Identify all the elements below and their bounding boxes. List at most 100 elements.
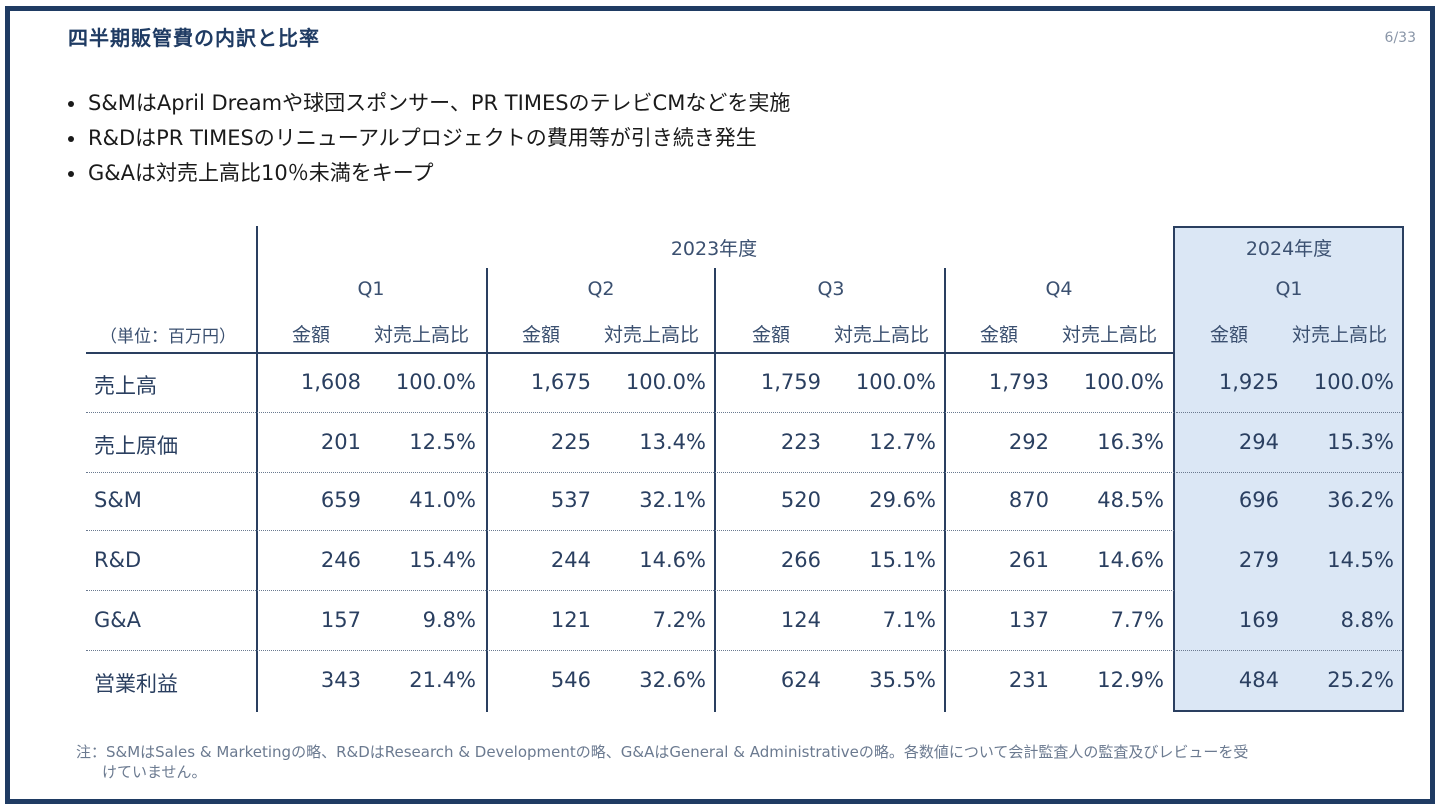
ratio-value: 7.1% <box>882 608 936 632</box>
page-title: 四半期販管費の内訳と比率 <box>68 26 320 50</box>
ratio-value: 14.6% <box>1097 548 1164 572</box>
bullet-item: S&MはApril Dreamや球団スポンサー、PR TIMESのテレビCMなど… <box>66 86 790 121</box>
table-row-divider <box>86 530 1174 531</box>
row-label: 営業利益 <box>94 672 178 696</box>
amount-value: 266 <box>780 548 821 572</box>
amount-value: 157 <box>320 608 361 632</box>
amount-header: 金額 <box>752 324 791 346</box>
table-column-divider <box>486 268 488 712</box>
amount-value: 294 <box>1238 430 1279 454</box>
ratio-header: 対売上高比 <box>374 324 470 346</box>
amount-value: 121 <box>550 608 591 632</box>
quarter-header: Q1 <box>357 278 385 300</box>
ratio-value: 8.8% <box>1340 608 1394 632</box>
quarter-header: Q2 <box>587 278 615 300</box>
ratio-value: 32.6% <box>639 668 706 692</box>
footnote: 注：S&MはSales & Marketingの略、R&DはResearch &… <box>76 742 1336 782</box>
amount-value: 484 <box>1238 668 1279 692</box>
amount-value: 225 <box>550 430 591 454</box>
ratio-header: 対売上高比 <box>834 324 930 346</box>
ratio-value: 25.2% <box>1327 668 1394 692</box>
ratio-value: 12.5% <box>409 430 476 454</box>
ratio-value: 36.2% <box>1327 488 1394 512</box>
ratio-value: 15.1% <box>869 548 936 572</box>
amount-value: 279 <box>1238 548 1279 572</box>
amount-header: 金額 <box>980 324 1019 346</box>
ratio-value: 9.8% <box>422 608 476 632</box>
bullet-list: S&MはApril Dreamや球団スポンサー、PR TIMESのテレビCMなど… <box>66 86 790 191</box>
row-label: R&D <box>94 548 142 572</box>
table-column-divider <box>256 226 258 712</box>
row-label: S&M <box>94 488 142 512</box>
amount-value: 261 <box>1008 548 1049 572</box>
row-label: G&A <box>94 608 142 632</box>
amount-value: 520 <box>780 488 821 512</box>
amount-value: 231 <box>1008 668 1049 692</box>
slide-frame <box>5 6 1435 804</box>
amount-value: 246 <box>320 548 361 572</box>
footnote-line: 注：S&MはSales & Marketingの略、R&DはResearch &… <box>76 743 1249 761</box>
ratio-header: 対売上高比 <box>1292 324 1388 346</box>
ratio-value: 100.0% <box>1313 370 1394 394</box>
amount-value: 292 <box>1008 430 1049 454</box>
bullet-item: G&Aは対売上高比10％未満をキープ <box>66 156 790 191</box>
ratio-value: 15.3% <box>1327 430 1394 454</box>
amount-value: 546 <box>550 668 591 692</box>
quarter-header: Q4 <box>1045 278 1073 300</box>
table-row-divider <box>86 472 1174 473</box>
amount-value: 624 <box>780 668 821 692</box>
ratio-value: 13.4% <box>639 430 706 454</box>
ratio-value: 100.0% <box>395 370 476 394</box>
amount-value: 1,608 <box>300 370 361 394</box>
amount-header: 金額 <box>292 324 331 346</box>
amount-value: 223 <box>780 430 821 454</box>
amount-value: 1,793 <box>988 370 1049 394</box>
page-number: 6/33 <box>1384 30 1416 46</box>
table-row-divider <box>1176 472 1402 473</box>
amount-value: 244 <box>550 548 591 572</box>
quarter-header: Q1 <box>1275 278 1303 300</box>
amount-value: 659 <box>320 488 361 512</box>
amount-value: 1,925 <box>1218 370 1279 394</box>
quarter-header: Q3 <box>817 278 845 300</box>
amount-value: 696 <box>1238 488 1279 512</box>
amount-value: 1,675 <box>530 370 591 394</box>
bullet-item: R&DはPR TIMESのリニューアルプロジェクトの費用等が引き続き発生 <box>66 121 790 156</box>
ratio-value: 12.7% <box>869 430 936 454</box>
table-row-divider <box>86 412 1174 413</box>
unit-label: （単位：百万円） <box>100 327 236 347</box>
amount-value: 137 <box>1008 608 1049 632</box>
amount-header: 金額 <box>522 324 561 346</box>
footnote-line: けていません。 <box>102 763 207 781</box>
ratio-value: 16.3% <box>1097 430 1164 454</box>
table-row-divider <box>86 650 1174 651</box>
table-row-divider <box>1176 412 1402 413</box>
year-header-2024: 2024年度 <box>1245 238 1333 260</box>
ratio-value: 32.1% <box>639 488 706 512</box>
year-header-2023: 2023年度 <box>670 238 758 260</box>
ratio-value: 14.5% <box>1327 548 1394 572</box>
amount-value: 201 <box>320 430 361 454</box>
ratio-value: 41.0% <box>409 488 476 512</box>
ratio-header: 対売上高比 <box>1062 324 1158 346</box>
row-label: 売上原価 <box>94 434 178 458</box>
ratio-value: 21.4% <box>409 668 476 692</box>
ratio-value: 7.2% <box>652 608 706 632</box>
amount-value: 870 <box>1008 488 1049 512</box>
table-column-divider <box>714 268 716 712</box>
table-header-divider <box>86 352 1174 354</box>
table-row-divider <box>86 590 1174 591</box>
ratio-value: 7.7% <box>1110 608 1164 632</box>
amount-value: 169 <box>1238 608 1279 632</box>
amount-header: 金額 <box>1210 324 1249 346</box>
fy2024-highlight <box>1173 226 1404 712</box>
table-row-divider <box>1176 650 1402 651</box>
ratio-value: 48.5% <box>1097 488 1164 512</box>
amount-value: 343 <box>320 668 361 692</box>
amount-value: 1,759 <box>760 370 821 394</box>
ratio-value: 14.6% <box>639 548 706 572</box>
ratio-value: 15.4% <box>409 548 476 572</box>
ratio-value: 35.5% <box>869 668 936 692</box>
amount-value: 124 <box>780 608 821 632</box>
